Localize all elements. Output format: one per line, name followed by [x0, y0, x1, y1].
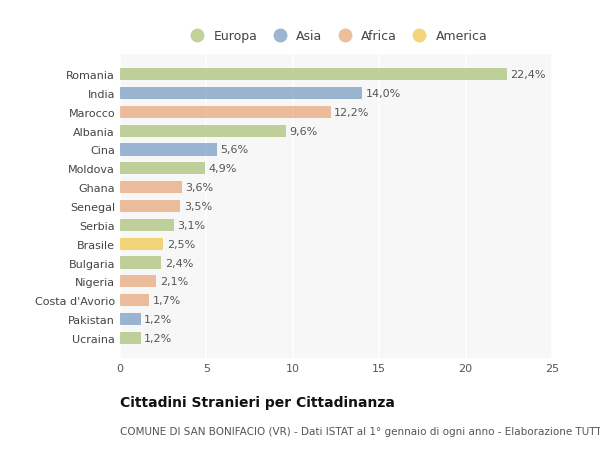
Bar	[120, 276, 156, 288]
Bar	[120, 163, 205, 175]
Bar	[120, 144, 217, 156]
Bar	[120, 257, 161, 269]
Bar	[120, 219, 173, 231]
Text: 2,4%: 2,4%	[165, 258, 193, 268]
Bar	[120, 88, 362, 100]
Bar	[120, 182, 182, 194]
Bar	[120, 201, 181, 213]
Text: 9,6%: 9,6%	[289, 126, 317, 136]
Text: Cittadini Stranieri per Cittadinanza: Cittadini Stranieri per Cittadinanza	[120, 395, 395, 409]
Bar	[120, 332, 141, 344]
Bar	[120, 313, 141, 325]
Text: 3,5%: 3,5%	[184, 202, 212, 212]
Text: COMUNE DI SAN BONIFACIO (VR) - Dati ISTAT al 1° gennaio di ogni anno - Elaborazi: COMUNE DI SAN BONIFACIO (VR) - Dati ISTA…	[120, 426, 600, 436]
Text: 1,2%: 1,2%	[144, 333, 172, 343]
Text: 2,1%: 2,1%	[160, 277, 188, 287]
Text: 14,0%: 14,0%	[365, 89, 401, 99]
Text: 12,2%: 12,2%	[334, 107, 370, 118]
Legend: Europa, Asia, Africa, America: Europa, Asia, Africa, America	[179, 25, 493, 48]
Text: 1,7%: 1,7%	[153, 296, 181, 306]
Text: 22,4%: 22,4%	[511, 70, 546, 80]
Bar	[120, 238, 163, 250]
Bar	[120, 294, 149, 307]
Bar	[120, 69, 507, 81]
Text: 1,2%: 1,2%	[144, 314, 172, 325]
Bar	[120, 125, 286, 137]
Text: 2,5%: 2,5%	[167, 239, 195, 249]
Text: 4,9%: 4,9%	[208, 164, 236, 174]
Bar	[120, 106, 331, 119]
Text: 5,6%: 5,6%	[220, 145, 248, 155]
Text: 3,1%: 3,1%	[177, 220, 205, 230]
Text: 3,6%: 3,6%	[185, 183, 214, 193]
